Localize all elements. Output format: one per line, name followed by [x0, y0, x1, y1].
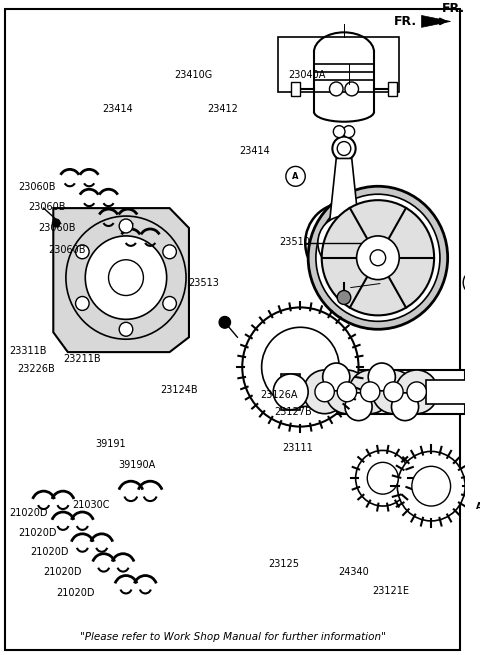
- Circle shape: [119, 322, 133, 336]
- Circle shape: [108, 260, 144, 295]
- Text: 21020D: 21020D: [56, 588, 94, 597]
- Circle shape: [119, 219, 133, 233]
- Text: 23414: 23414: [240, 146, 270, 156]
- Text: 23111: 23111: [282, 443, 313, 453]
- Circle shape: [308, 186, 448, 329]
- Text: 39191: 39191: [96, 439, 126, 449]
- Circle shape: [163, 245, 176, 259]
- Text: 23410G: 23410G: [174, 70, 212, 80]
- Circle shape: [392, 393, 419, 421]
- Bar: [281, 374, 300, 410]
- Circle shape: [52, 219, 60, 227]
- Circle shape: [316, 195, 440, 322]
- Circle shape: [242, 307, 359, 426]
- Text: 23060B: 23060B: [38, 223, 76, 233]
- Circle shape: [384, 382, 403, 402]
- Circle shape: [337, 382, 357, 402]
- Text: 21020D: 21020D: [9, 508, 48, 518]
- Circle shape: [337, 141, 351, 155]
- Text: 23121E: 23121E: [372, 586, 409, 596]
- Text: "Please refer to Work Shop Manual for further information": "Please refer to Work Shop Manual for fu…: [80, 632, 385, 642]
- Circle shape: [407, 382, 426, 402]
- Text: 23311B: 23311B: [9, 346, 47, 356]
- Bar: [300, 370, 465, 414]
- Circle shape: [343, 126, 355, 138]
- Circle shape: [332, 137, 356, 160]
- Circle shape: [323, 363, 350, 391]
- Circle shape: [318, 216, 370, 270]
- Text: 23412: 23412: [207, 103, 238, 113]
- Bar: [278, 37, 399, 92]
- Circle shape: [303, 370, 346, 414]
- Circle shape: [470, 496, 480, 516]
- Text: 21020D: 21020D: [19, 528, 57, 538]
- Circle shape: [397, 451, 465, 521]
- Circle shape: [322, 200, 434, 315]
- Bar: [291, 82, 300, 96]
- Circle shape: [368, 363, 396, 391]
- Circle shape: [470, 357, 480, 367]
- Circle shape: [262, 328, 339, 407]
- Text: 39190A: 39190A: [119, 460, 156, 470]
- Circle shape: [463, 271, 480, 295]
- Circle shape: [163, 297, 176, 310]
- Circle shape: [349, 370, 392, 414]
- Text: 21030C: 21030C: [72, 500, 109, 510]
- Text: 23414: 23414: [102, 103, 132, 113]
- Text: 23060B: 23060B: [28, 202, 65, 212]
- Bar: [426, 380, 475, 403]
- Text: FR.: FR.: [394, 15, 417, 28]
- Circle shape: [325, 370, 368, 414]
- Polygon shape: [329, 159, 359, 243]
- Circle shape: [469, 276, 480, 289]
- Circle shape: [219, 316, 230, 328]
- Circle shape: [370, 250, 385, 266]
- Text: 23510: 23510: [279, 237, 310, 247]
- Text: 21020D: 21020D: [30, 547, 69, 557]
- Text: 23226B: 23226B: [18, 364, 55, 374]
- Circle shape: [85, 236, 167, 320]
- Circle shape: [75, 297, 89, 310]
- Circle shape: [372, 370, 415, 414]
- Circle shape: [357, 236, 399, 280]
- Circle shape: [75, 245, 89, 259]
- Circle shape: [360, 382, 380, 402]
- Text: A: A: [292, 172, 299, 181]
- Text: 23040A: 23040A: [288, 70, 325, 80]
- Circle shape: [337, 291, 351, 305]
- Circle shape: [345, 82, 359, 96]
- Circle shape: [356, 451, 410, 506]
- Circle shape: [329, 82, 343, 96]
- Text: 24340: 24340: [338, 567, 369, 578]
- Text: 23127B: 23127B: [275, 407, 312, 417]
- Circle shape: [367, 462, 398, 494]
- Circle shape: [396, 370, 438, 414]
- Circle shape: [345, 393, 372, 421]
- Text: 23124B: 23124B: [160, 384, 198, 394]
- Polygon shape: [421, 16, 451, 28]
- Text: 23060B: 23060B: [48, 245, 86, 255]
- Circle shape: [305, 203, 383, 282]
- Text: 23211B: 23211B: [63, 354, 100, 364]
- Circle shape: [286, 166, 305, 186]
- Polygon shape: [53, 208, 189, 352]
- Text: FR.: FR.: [442, 3, 465, 16]
- Text: 21020D: 21020D: [43, 567, 81, 577]
- Circle shape: [333, 126, 345, 138]
- Circle shape: [412, 466, 451, 506]
- Circle shape: [273, 374, 308, 410]
- Circle shape: [315, 382, 334, 402]
- Text: A: A: [477, 502, 480, 510]
- Text: 23513: 23513: [188, 278, 219, 288]
- Text: 23060B: 23060B: [19, 181, 56, 192]
- Bar: [388, 82, 397, 96]
- Text: 23126A: 23126A: [261, 390, 298, 400]
- Text: 23125: 23125: [268, 559, 299, 569]
